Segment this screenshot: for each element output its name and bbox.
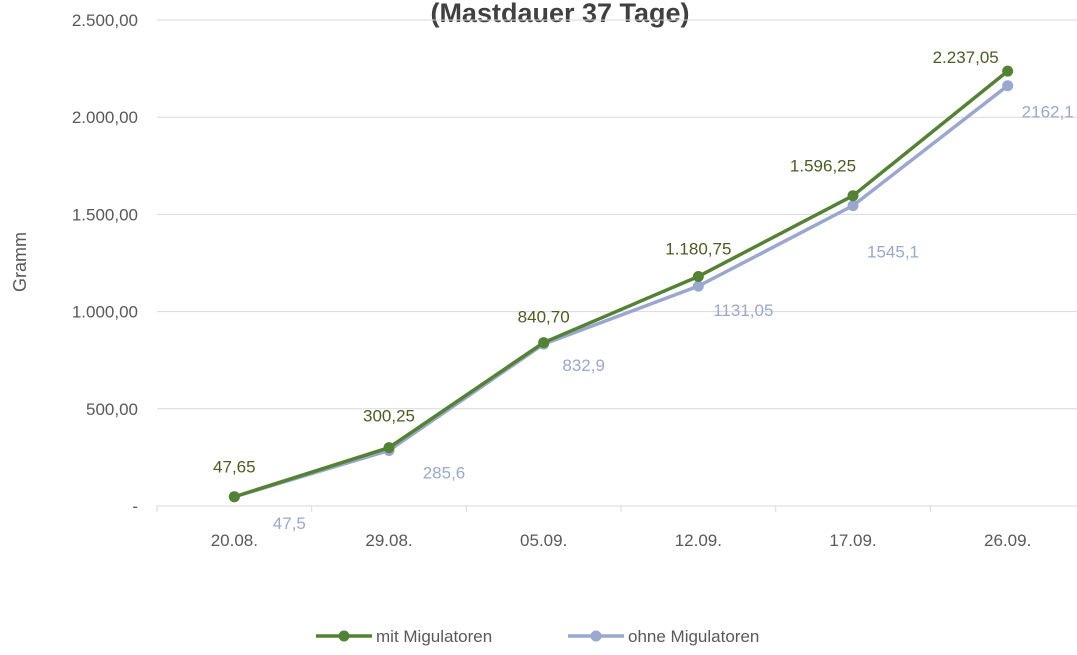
y-tick-label: 2.000,00 (72, 108, 138, 127)
data-label: 2162,1 (1022, 103, 1074, 122)
y-axis-label: Gramm (10, 232, 30, 292)
y-tick-label: 500,00 (86, 400, 138, 419)
data-label: 300,25 (363, 407, 415, 426)
legend-swatch-marker (590, 630, 602, 642)
data-point-marker (847, 200, 859, 212)
legend-swatch-marker (338, 630, 350, 642)
data-label: 1.596,25 (790, 157, 856, 176)
data-point-marker (1002, 80, 1014, 92)
y-tick-label: - (132, 497, 138, 516)
data-label: 1.180,75 (665, 239, 731, 258)
legend: mit Migulatoren ohne Migulatoren (316, 627, 759, 646)
data-label: 1131,05 (713, 301, 773, 320)
x-tick-label: 29.08. (365, 531, 412, 550)
legend-entry-label: ohne Migulatoren (628, 627, 759, 646)
data-point-marker (692, 270, 704, 282)
gridlines (157, 19, 1077, 410)
y-tick-label: 2.500,00 (72, 11, 138, 30)
x-tick-label: 26.09. (984, 531, 1031, 550)
data-label: 47,65 (213, 458, 256, 477)
data-label: 1545,1 (867, 243, 919, 262)
data-point-marker (538, 337, 550, 349)
data-label: 840,70 (518, 308, 570, 327)
axes: - 500,00 1.000,00 1.500,00 2.000,00 2.500,00 2… (72, 11, 1077, 550)
legend-entry-label: mit Migulatoren (376, 627, 492, 646)
x-tick-label: 17.09. (829, 531, 876, 550)
x-tick-label: 05.09. (520, 531, 567, 550)
data-point-marker (228, 491, 240, 503)
data-label: 285,6 (423, 463, 466, 482)
x-tick-label: 12.09. (675, 531, 722, 550)
series (228, 65, 1014, 503)
data-point-marker (692, 280, 704, 292)
chart-title: (Mastdauer 37 Tage) (430, 0, 689, 28)
data-labels: 47,65 300,25 840,70 1.180,75 1.596,25 2.237,0… (213, 48, 1074, 533)
x-tick-label: 20.08. (211, 531, 258, 550)
y-tick-label: 1.500,00 (72, 205, 138, 224)
data-label: 832,9 (562, 356, 605, 375)
data-point-marker (1002, 65, 1014, 77)
data-point-marker (847, 190, 859, 202)
series-line-0 (232, 69, 1010, 499)
data-label: 2.237,05 (933, 48, 999, 67)
series-line-1 (232, 83, 1010, 499)
y-tick-label: 1.000,00 (72, 303, 138, 322)
data-label: 47,5 (273, 514, 306, 533)
data-point-marker (383, 442, 395, 454)
